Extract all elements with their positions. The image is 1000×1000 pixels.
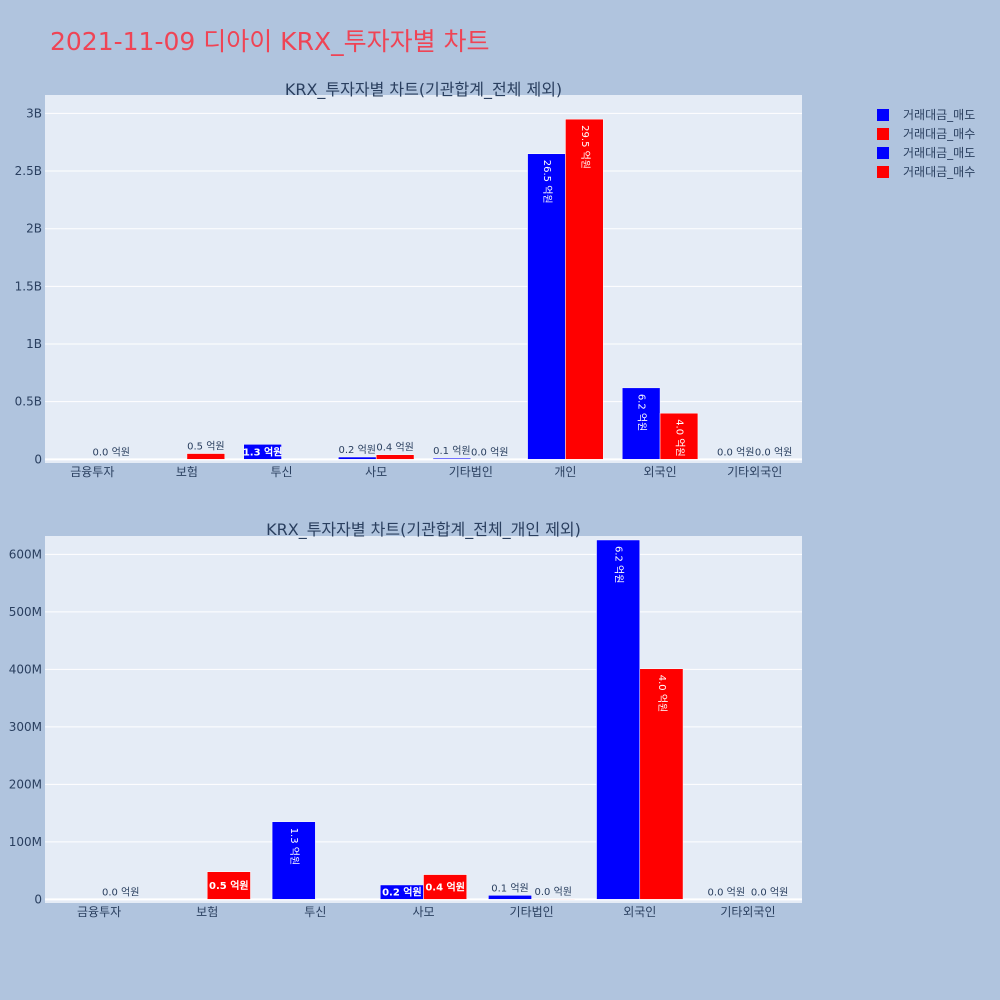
y-tick-label: 0 bbox=[34, 892, 42, 906]
x-tick-label: 투신 bbox=[304, 905, 326, 919]
bar[interactable] bbox=[639, 668, 684, 900]
y-tick-label: 2.5B bbox=[15, 164, 42, 178]
bar-data-label: 1.3 억원 bbox=[243, 445, 283, 458]
bar-data-label: 0.0 억원 bbox=[102, 886, 139, 898]
y-tick-label: 2B bbox=[26, 222, 42, 236]
y-tick-label: 300M bbox=[9, 720, 42, 734]
x-tick-label: 금융투자 bbox=[77, 905, 121, 919]
chart-top: 0 0.5B 1B 1.5B 2B 2.5B 3B KRX_투자자별 차트(기관합계_전체 제… bbox=[15, 80, 802, 479]
bar[interactable] bbox=[488, 895, 532, 900]
bar-data-label: 0.2 억원 bbox=[339, 444, 376, 456]
bar-data-label: 4.0 억원 bbox=[673, 419, 685, 456]
bar-data-label: 0.4 억원 bbox=[425, 880, 465, 893]
legend-swatch[interactable] bbox=[877, 109, 889, 121]
x-tick-label: 보험 bbox=[196, 905, 218, 919]
x-tick-label: 기타법인 bbox=[510, 905, 554, 919]
plot-area bbox=[45, 536, 802, 903]
y-tick-label: 1.5B bbox=[15, 279, 42, 293]
legend-swatch[interactable] bbox=[877, 128, 889, 140]
bar-data-label: 6.2 억원 bbox=[613, 546, 625, 583]
bar-data-label: 0.2 억원 bbox=[382, 886, 422, 899]
chart-title: KRX_투자자별 차트(기관합계_전체 제외) bbox=[285, 80, 562, 100]
bar-data-label: 0.1 억원 bbox=[433, 445, 470, 457]
y-tick-label: 200M bbox=[9, 777, 42, 791]
legend-label[interactable]: 거래대금_매수 bbox=[903, 165, 975, 179]
y-tick-label: 600M bbox=[9, 547, 42, 561]
bar-data-label: 0.5 억원 bbox=[187, 441, 224, 453]
bar[interactable] bbox=[243, 444, 282, 460]
bar-data-label: 0.0 억원 bbox=[708, 886, 745, 898]
page-title: 2021-11-09 디아이 KRX_투자자별 차트 bbox=[50, 27, 490, 56]
bar[interactable] bbox=[423, 874, 468, 900]
bar-data-label: 4.0 억원 bbox=[656, 675, 668, 712]
y-tick-label: 400M bbox=[9, 662, 42, 676]
legend-label[interactable]: 거래대금_매수 bbox=[903, 127, 975, 141]
bar-data-label: 0.0 억원 bbox=[471, 446, 508, 458]
bar[interactable] bbox=[621, 387, 661, 460]
bar-data-label: 0.0 억원 bbox=[92, 446, 129, 458]
y-tick-label: 100M bbox=[9, 835, 42, 849]
x-tick-label: 기타외국인 bbox=[727, 465, 782, 479]
legend-swatch[interactable] bbox=[877, 166, 889, 178]
legend-swatch[interactable] bbox=[877, 147, 889, 159]
x-tick-label: 기타법인 bbox=[449, 465, 493, 479]
plot-area bbox=[45, 95, 802, 463]
x-tick-label: 외국인 bbox=[623, 905, 656, 919]
bar-data-label: 0.4 억원 bbox=[376, 442, 413, 454]
bar[interactable] bbox=[565, 118, 604, 460]
chart-bottom: 0 100M 200M 300M 400M 500M 600M KRX_투자자별 차트(기관합… bbox=[9, 520, 802, 919]
bar[interactable] bbox=[659, 412, 699, 460]
x-tick-label: 외국인 bbox=[644, 465, 677, 479]
bar-data-label: 0.0 억원 bbox=[751, 886, 788, 898]
y-tick-label: 500M bbox=[9, 605, 42, 619]
bar-data-label: 0.0 억원 bbox=[535, 886, 572, 898]
bar[interactable] bbox=[432, 457, 472, 460]
y-tick-label: 1B bbox=[26, 337, 42, 351]
bar-data-label: 0.1 억원 bbox=[491, 882, 528, 894]
bar[interactable] bbox=[186, 453, 226, 460]
bar-data-label: 26.5 억원 bbox=[541, 160, 553, 204]
bar[interactable] bbox=[206, 871, 251, 900]
bar[interactable] bbox=[596, 539, 641, 900]
legend-label[interactable]: 거래대금_매도 bbox=[903, 108, 975, 122]
x-tick-label: 사모 bbox=[412, 905, 434, 919]
bar-data-label: 1.3 억원 bbox=[288, 828, 300, 865]
bar[interactable] bbox=[531, 898, 576, 900]
chart-title: KRX_투자자별 차트(기관합계_전체_개인 제외) bbox=[266, 520, 581, 540]
x-tick-label: 개인 bbox=[554, 465, 576, 479]
y-tick-label: 3B bbox=[26, 106, 42, 120]
bar[interactable] bbox=[375, 454, 415, 460]
y-tick-label: 0.5B bbox=[15, 395, 42, 409]
bar[interactable] bbox=[527, 153, 566, 460]
legend-label[interactable]: 거래대금_매도 bbox=[903, 146, 975, 160]
bar[interactable] bbox=[271, 821, 316, 900]
x-tick-label: 금융투자 bbox=[70, 465, 114, 479]
x-tick-label: 보험 bbox=[176, 465, 198, 479]
bar[interactable] bbox=[338, 456, 377, 460]
x-tick-label: 투신 bbox=[271, 465, 293, 479]
x-tick-label: 기타외국인 bbox=[720, 905, 775, 919]
bar-data-label: 0.0 억원 bbox=[755, 446, 792, 458]
bar-data-label: 29.5 억원 bbox=[579, 125, 591, 169]
x-tick-label: 사모 bbox=[365, 465, 387, 479]
y-tick-label: 0 bbox=[34, 452, 42, 466]
bar-data-label: 0.5 억원 bbox=[209, 879, 249, 892]
bar-data-label: 6.2 억원 bbox=[636, 394, 648, 431]
bar-data-label: 0.0 억원 bbox=[717, 446, 754, 458]
